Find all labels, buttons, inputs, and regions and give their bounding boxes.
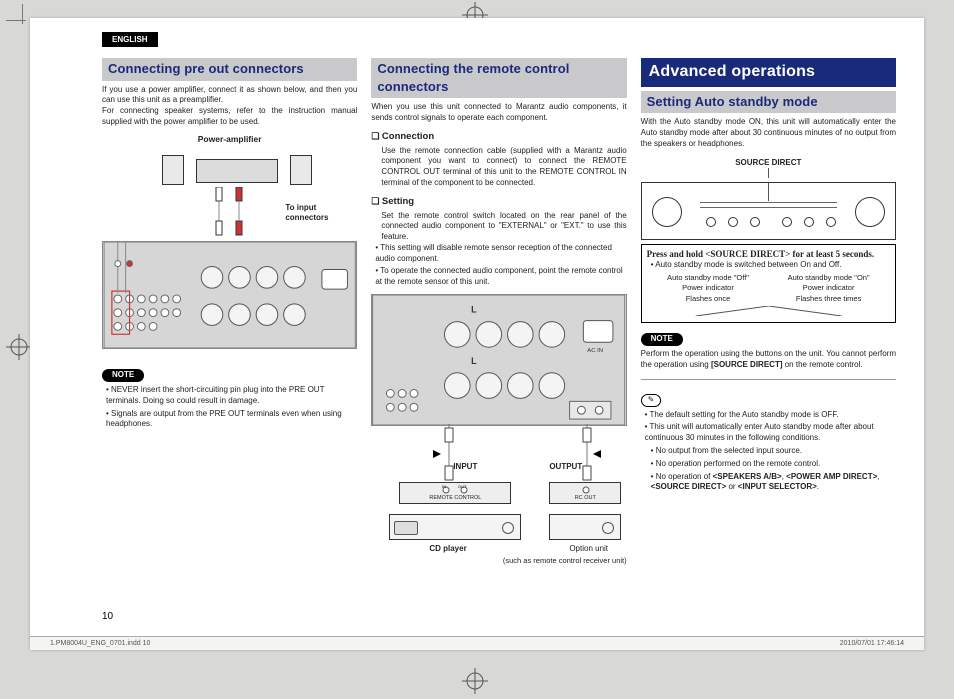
col2-setting-text: Set the remote control switch located on… bbox=[381, 211, 626, 243]
col2-connection-text: Use the remote connection cable (supplie… bbox=[381, 146, 626, 189]
col1-note-2: Signals are output from the PRE OUT term… bbox=[106, 409, 357, 431]
heading-remote: Connecting the remote control connectors bbox=[371, 58, 626, 98]
col3-intro: With the Auto standby mode ON, this unit… bbox=[641, 117, 896, 149]
col3-bullet2c: No operation of <SPEAKERS A/B>, <POWER A… bbox=[651, 472, 896, 494]
col1-intro-2: For connecting speaker systems, refer to… bbox=[102, 106, 357, 128]
label-option-unit: Option unit bbox=[569, 544, 608, 555]
col1-note-1: NEVER insert the short-circuiting pin pl… bbox=[106, 385, 357, 407]
svg-text:AC IN: AC IN bbox=[588, 348, 604, 354]
diagram-remote: L L AC IN bbox=[371, 294, 626, 578]
page-number: 10 bbox=[102, 611, 113, 622]
label-to-input: To input connectors bbox=[285, 203, 357, 222]
svg-text:L: L bbox=[471, 305, 477, 315]
label-input: INPUT bbox=[453, 462, 477, 473]
pencil-icon: ✎ bbox=[641, 394, 662, 407]
col2-intro: When you use this unit connected to Mara… bbox=[371, 102, 626, 124]
subhead-setting: Setting bbox=[371, 195, 626, 209]
off-line1: Auto standby mode "Off" bbox=[657, 273, 760, 283]
on-line3: Flashes three times bbox=[777, 294, 880, 304]
manual-page: ENGLISH Connecting pre out connectors If… bbox=[30, 18, 924, 650]
diagram-pre-out: To input connectors bbox=[102, 147, 357, 363]
label-rc-out: RC OUT bbox=[550, 495, 620, 502]
col3-note-text: Perform the operation using the buttons … bbox=[641, 349, 896, 371]
svg-text:L: L bbox=[471, 356, 477, 366]
column-3: Advanced operations Setting Auto standby… bbox=[641, 36, 896, 578]
column-2: Connecting the remote control connectors… bbox=[371, 36, 626, 578]
rear-panel-icon bbox=[103, 242, 356, 348]
col1-intro-1: If you use a power amplifier, connect it… bbox=[102, 85, 357, 107]
instruction-box: Press and hold <SOURCE DIRECT> for at le… bbox=[641, 244, 896, 323]
box-heading: Press and hold <SOURCE DIRECT> for at le… bbox=[647, 248, 890, 260]
col2-setting-b2: To operate the connected audio component… bbox=[375, 266, 626, 288]
registration-mark bbox=[462, 668, 488, 694]
footer-timestamp: 2010/07/01 17:46:14 bbox=[840, 640, 904, 647]
off-line3: Flashes once bbox=[657, 294, 760, 304]
col2-setting-b1: This setting will disable remote sensor … bbox=[375, 243, 626, 265]
col3-bullet2a: No output from the selected input source… bbox=[651, 446, 896, 457]
note-heading: NOTE bbox=[102, 369, 144, 382]
on-line1: Auto standby mode "On" bbox=[777, 273, 880, 283]
label-option-unit-sub: (such as remote control receiver unit) bbox=[503, 556, 627, 566]
col3-bullet1: The default setting for the Auto standby… bbox=[645, 410, 896, 421]
heading-auto-standby: Setting Auto standby mode bbox=[641, 91, 896, 114]
note-heading-2: NOTE bbox=[641, 333, 683, 346]
column-1: Connecting pre out connectors If you use… bbox=[102, 36, 357, 578]
on-line2: Power indicator bbox=[777, 283, 880, 293]
label-cd-player: CD player bbox=[429, 544, 466, 555]
registration-mark bbox=[6, 334, 32, 360]
footer: 1.PM8004U_ENG_0701.indd 10 2010/07/01 17… bbox=[30, 636, 924, 650]
subhead-connection: Connection bbox=[371, 130, 626, 144]
off-line2: Power indicator bbox=[657, 283, 760, 293]
label-power-amplifier: Power-amplifier bbox=[102, 134, 357, 145]
col3-bullet2b: No operation performed on the remote con… bbox=[651, 459, 896, 470]
label-remote-control: REMOTE CONTROL bbox=[400, 495, 510, 502]
label-output: OUTPUT bbox=[549, 462, 582, 473]
svg-text:OUT: OUT bbox=[458, 485, 467, 489]
cable-icon bbox=[210, 187, 254, 239]
heading-advanced: Advanced operations bbox=[641, 58, 896, 87]
box-bullet: Auto standby mode is switched between On… bbox=[651, 260, 890, 271]
footer-filename: 1.PM8004U_ENG_0701.indd 10 bbox=[50, 640, 150, 647]
front-panel-diagram bbox=[641, 182, 896, 240]
label-source-direct: SOURCE DIRECT bbox=[641, 158, 896, 169]
svg-text:IN: IN bbox=[442, 485, 446, 489]
col3-bullet2: This unit will automatically enter Auto … bbox=[645, 422, 896, 493]
heading-pre-out: Connecting pre out connectors bbox=[102, 58, 357, 81]
